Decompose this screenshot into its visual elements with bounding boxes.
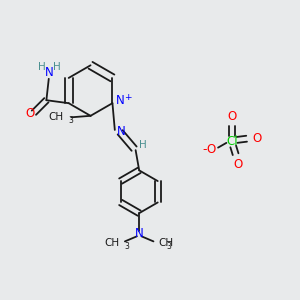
Text: 3: 3: [124, 242, 129, 251]
Text: CH: CH: [49, 112, 64, 122]
Text: N: N: [116, 94, 125, 107]
Text: O: O: [252, 132, 261, 145]
Text: O: O: [233, 158, 242, 171]
Text: 3: 3: [166, 242, 171, 251]
Text: Cl: Cl: [226, 135, 238, 148]
Text: O: O: [25, 107, 34, 120]
Text: H: H: [38, 62, 46, 72]
Text: H: H: [139, 140, 147, 150]
Text: 3: 3: [68, 116, 73, 125]
Text: -: -: [203, 142, 207, 156]
Text: O: O: [206, 142, 216, 156]
Text: O: O: [227, 110, 236, 123]
Text: N: N: [116, 125, 125, 138]
Text: +: +: [124, 93, 131, 102]
Text: N: N: [45, 66, 54, 80]
Text: N: N: [135, 227, 144, 241]
Text: CH: CH: [104, 238, 120, 248]
Text: H: H: [52, 62, 60, 72]
Text: CH: CH: [159, 238, 174, 248]
